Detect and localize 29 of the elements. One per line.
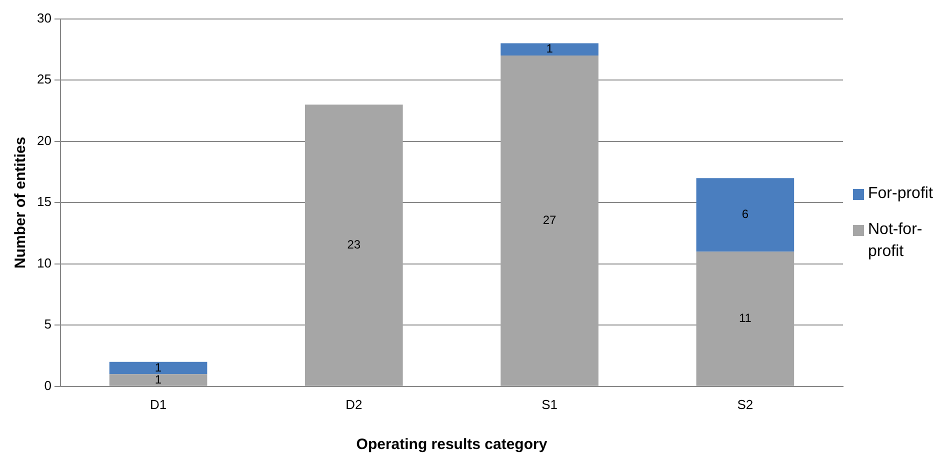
data-label: 11 <box>738 311 752 326</box>
bar <box>696 178 794 252</box>
legend-label: For-profit <box>868 184 933 204</box>
y-tick-label: 10 <box>36 255 52 270</box>
data-label: 1 <box>154 372 162 386</box>
y-tick-label: 15 <box>36 194 52 210</box>
data-label: 1 <box>154 360 162 374</box>
bar <box>500 56 598 386</box>
bar <box>109 374 208 386</box>
y-axis-title: Number of entities <box>12 136 30 268</box>
bar <box>305 104 403 386</box>
data-label: 27 <box>542 213 557 228</box>
data-label: 23 <box>347 238 361 252</box>
x-tick-label: S1 <box>542 396 558 412</box>
x-tick-label: D1 <box>150 396 167 412</box>
y-tick-label: 0 <box>44 378 52 393</box>
data-label: 1 <box>546 42 554 56</box>
x-tick-label: S2 <box>737 396 754 412</box>
x-axis-title: Operating results category <box>356 436 548 454</box>
x-tick-label: D2 <box>346 396 362 412</box>
y-tick-label: 20 <box>36 132 52 148</box>
bar <box>696 252 794 386</box>
y-tick-label: 25 <box>36 72 52 87</box>
data-label: 6 <box>742 207 749 222</box>
bar <box>500 43 598 56</box>
y-tick-label: 5 <box>44 316 52 332</box>
legend-label: Not-for-profit <box>868 220 924 262</box>
bar <box>109 362 208 374</box>
y-tick-label: 30 <box>36 10 52 26</box>
